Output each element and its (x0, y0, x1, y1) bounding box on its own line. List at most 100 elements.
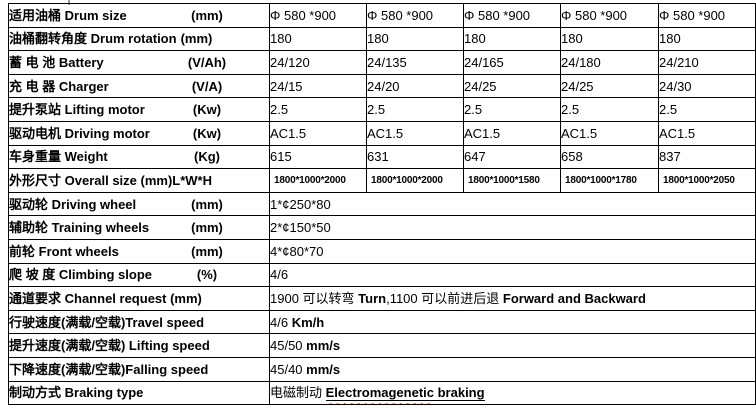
value-cell: 180 (366, 26, 464, 52)
table-row: 提升泵站 Lifting motor (Kw) 2.5 2.5 2.5 2.5 2.5 (8, 97, 756, 122)
row-label-en: Climbing slope (58, 267, 153, 283)
row-label-cell: 前轮 Front wheels (mm) (8, 238, 270, 264)
row-unit-label: (mm) (191, 196, 223, 212)
row-label-zh: 油桶翻转角度 (9, 31, 91, 47)
value-cell: 180 (463, 26, 561, 52)
value-cell: 24/135 (366, 50, 464, 75)
row-label-cell: 爬 坡 度 Climbing slope (%) (8, 262, 270, 288)
value-cell-spanning: 45/50 mm/s (269, 333, 756, 358)
row-label-en: Overall size (mm)L*W*H (64, 172, 212, 188)
row-label-zh: 前轮 (9, 243, 39, 259)
value-cell: 180 (658, 26, 756, 52)
row-label-en: Channel request (mm) (64, 290, 202, 306)
value-cell: 2.5 (560, 97, 659, 122)
row-label-zh: 蓄 电 池 (9, 54, 59, 70)
row-label-en: Battery (58, 54, 104, 70)
row-label-cell: 驱动轮 Driving wheel (mm) (8, 191, 270, 217)
row-label-zh: 适用油桶 (9, 7, 65, 23)
row-label-cell: 行驶速度(满载/空载)Travel speed (8, 309, 270, 335)
row-label-en: Driving wheel (51, 196, 137, 212)
value-cell-spanning: 电磁制动 Electromagenetic braking (269, 380, 756, 406)
row-label-en: Driving motor (64, 125, 150, 141)
table-row: 驱动电机 Driving motor (Kw) AC1.5 AC1.5 AC1.5 AC1… (8, 120, 756, 146)
row-label-cell: 车身重量 Weight (Kg) (8, 144, 270, 170)
value-cell: 24/15 (269, 73, 367, 99)
value-segment: 2*¢150*50 (270, 220, 331, 236)
value-cell-spanning: 1*¢250*80 (269, 191, 756, 217)
value-cell: 24/30 (658, 73, 756, 99)
row-label-zh: 行驶速度(满载/空载) (9, 314, 126, 330)
value-segment: 1*¢250*80 (270, 196, 331, 212)
row-label-cell: 驱动电机 Driving motor (Kw) (8, 120, 270, 146)
row-label-en: Front wheels (38, 243, 119, 259)
row-label-en: Weight (64, 149, 108, 165)
value-cell: 2.5 (269, 97, 367, 122)
value-cell: Φ 580 *900 (463, 3, 561, 28)
table-row: 充 电 器 Charger (V/A) 24/15 24/20 24/25 24/25 24… (8, 73, 756, 99)
value-segment: mm/s (306, 361, 341, 377)
table-row: 爬 坡 度 Climbing slope (%) 4/6 (8, 262, 756, 288)
row-label-zh: 驱动电机 (9, 125, 65, 141)
value-cell: 24/20 (366, 73, 464, 99)
value-cell: AC1.5 (658, 120, 756, 146)
table-row: 辅助轮 Training wheels (mm) 2*¢150*50 (8, 215, 756, 240)
row-label-cell: 辅助轮 Training wheels (mm) (8, 215, 270, 240)
row-label-en: Drum size (64, 7, 127, 23)
row-label-en: Falling speed (125, 361, 209, 377)
value-cell-spanning: 1900 可以转弯 Turn,1100 可以前进后退 Forward and B… (269, 286, 756, 311)
row-label-cell: 充 电 器 Charger (V/A) (8, 73, 270, 99)
value-cell: AC1.5 (269, 120, 367, 146)
value-cell-spanning: 4/6 Km/h (269, 309, 756, 335)
value-cell-spanning: 4*¢80*70 (269, 238, 756, 264)
table-row: 提升速度(满载/空载) Lifting speed 45/50 mm/s (8, 333, 756, 358)
value-cell: 647 (463, 144, 561, 170)
value-segment: 4/6 (270, 267, 289, 283)
value-cell: 2.5 (463, 97, 561, 122)
value-segment: Electromagenetic (325, 385, 434, 402)
row-label-en: Lifting motor (64, 102, 145, 118)
row-label-en: Lifting speed (128, 338, 210, 354)
table-row: 外形尺寸 Overall size (mm)L*W*H 1800*1000*200… (8, 168, 756, 193)
row-label-zh: 制动方式 (9, 385, 65, 401)
value-cell: 837 (658, 144, 756, 170)
value-segment: Km/h (291, 314, 325, 330)
value-segment: Forward and Backward (502, 290, 646, 306)
row-label-zh: 提升速度(满载/空载) (9, 338, 129, 354)
value-segment: 电磁制动 (270, 385, 326, 401)
row-unit-label: (V/Ah) (187, 54, 227, 70)
row-label-en: Charger (58, 78, 109, 94)
value-cell: Φ 580 *900 (560, 3, 659, 28)
value-segment: Turn (358, 290, 387, 306)
row-label-en: Travel speed (125, 314, 205, 330)
value-cell: AC1.5 (463, 120, 561, 146)
value-cell: 2.5 (366, 97, 464, 122)
row-label-zh: 下降速度(满载/空载) (9, 361, 126, 377)
value-segment: 45/50 (270, 338, 307, 354)
row-unit-label: (mm) (180, 31, 213, 47)
row-unit-label: (Kg) (194, 149, 220, 165)
value-segment: 45/40 (270, 361, 307, 377)
value-cell: 24/210 (658, 50, 756, 75)
value-cell: 2.5 (658, 97, 756, 122)
value-cell: 24/165 (463, 50, 561, 75)
value-cell: 1800*1000*1780 (560, 168, 659, 193)
value-cell-spanning: 45/40 mm/s (269, 356, 756, 382)
row-label-zh: 提升泵站 (9, 102, 65, 118)
value-cell: 24/120 (269, 50, 367, 75)
table-row: 通道要求 Channel request (mm) 1900 可以转弯 Turn,… (8, 286, 756, 311)
table-row: 前轮 Front wheels (mm) 4*¢80*70 (8, 238, 756, 264)
value-cell-spanning: 2*¢150*50 (269, 215, 756, 240)
row-label-zh: 通道要求 (9, 290, 65, 306)
row-label-cell: 下降速度(满载/空载)Falling speed (8, 356, 270, 382)
value-cell: AC1.5 (366, 120, 464, 146)
row-label-cell: 提升泵站 Lifting motor (Kw) (8, 97, 270, 122)
value-cell: Φ 580 *900 (366, 3, 464, 28)
table-row: 下降速度(满载/空载)Falling speed 45/40 mm/s (8, 356, 756, 382)
row-unit-label: (V/A) (191, 78, 223, 94)
value-cell: 180 (560, 26, 659, 52)
value-cell: Φ 580 *900 (269, 3, 367, 28)
row-label-cell: 蓄 电 池 Battery (V/Ah) (8, 50, 270, 75)
row-unit-label: (mm) (191, 7, 223, 23)
table-row: 驱动轮 Driving wheel (mm) 1*¢250*80 (8, 191, 756, 217)
